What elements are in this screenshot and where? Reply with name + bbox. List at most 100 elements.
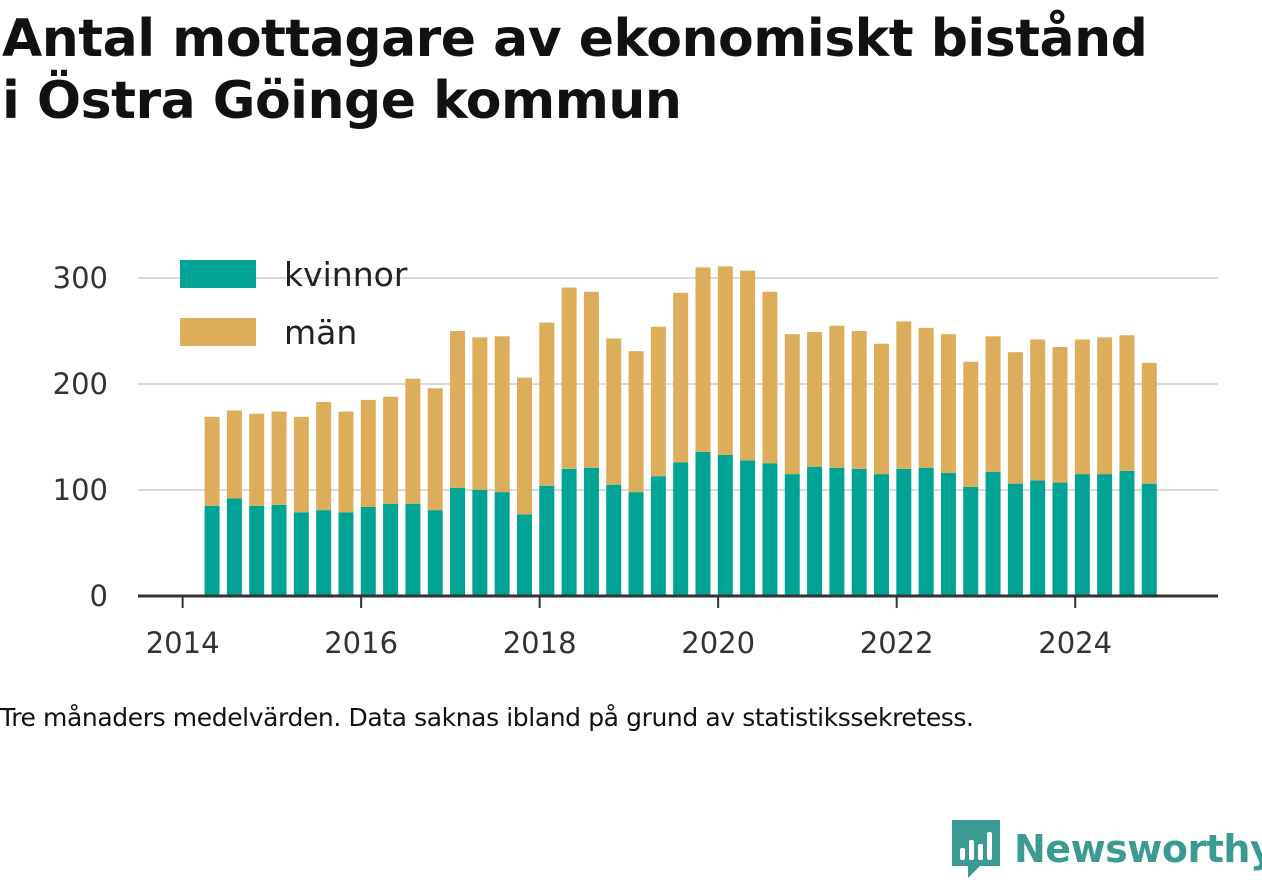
bar-kvinnor xyxy=(874,474,890,596)
bar-man xyxy=(963,361,979,487)
bar-kvinnor xyxy=(851,468,867,596)
bar-kvinnor xyxy=(985,471,1001,596)
bar-kvinnor xyxy=(673,462,689,596)
bar-kvinnor xyxy=(427,510,443,596)
bar-kvinnor xyxy=(1097,474,1113,596)
bar-man xyxy=(583,291,599,468)
bar-man xyxy=(539,322,555,486)
x-tick-label: 2020 xyxy=(681,626,755,660)
bar-man xyxy=(829,325,845,468)
bar-man xyxy=(338,411,354,513)
bar-man xyxy=(226,410,242,499)
bar-man xyxy=(896,321,912,469)
bar-kvinnor xyxy=(271,504,287,596)
bar-kvinnor xyxy=(918,467,934,596)
bar-kvinnor xyxy=(405,503,421,596)
bar-kvinnor xyxy=(583,467,599,596)
bar-kvinnor xyxy=(293,512,309,596)
bar-kvinnor xyxy=(1007,483,1023,596)
stacked-bar-chart: 0 100 200 300 2014 2016 2018 2020 2022 2024 kvinn… xyxy=(53,255,1218,660)
y-tick-label: 200 xyxy=(53,367,108,401)
x-tick-label: 2014 xyxy=(146,626,220,660)
bar-man xyxy=(918,327,934,468)
bar-kvinnor xyxy=(450,487,466,596)
bar-kvinnor xyxy=(940,473,956,596)
bar-man xyxy=(293,416,309,513)
bar-man xyxy=(360,399,376,507)
bar-kvinnor xyxy=(762,463,778,596)
bar-kvinnor xyxy=(650,476,666,596)
x-tick-label: 2016 xyxy=(324,626,398,660)
y-tick-label: 0 xyxy=(90,579,108,613)
bar-man xyxy=(1119,335,1135,471)
bar-kvinnor xyxy=(695,451,711,596)
bar-man xyxy=(204,416,220,506)
bar-man xyxy=(762,291,778,464)
bar-man xyxy=(249,413,265,506)
bar-man xyxy=(673,292,689,463)
chart-title-line-2: i Östra Göinge kommun xyxy=(2,71,682,131)
bar-kvinnor xyxy=(561,468,577,596)
bar-kvinnor xyxy=(338,512,354,596)
bar-man xyxy=(985,336,1001,472)
bar-kvinnor xyxy=(539,485,555,596)
chart-title-line-1: Antal mottagare av ekonomiskt bistånd xyxy=(2,9,1148,69)
bar-kvinnor xyxy=(204,505,220,596)
bar-kvinnor xyxy=(1119,470,1135,596)
legend-label-kvinnor: kvinnor xyxy=(284,255,408,294)
bar-man xyxy=(740,270,756,461)
bar-kvinnor xyxy=(1052,482,1068,596)
bar-man xyxy=(494,336,510,493)
bar-man xyxy=(717,266,733,456)
bar-man xyxy=(1074,339,1090,475)
bar-man xyxy=(472,337,488,490)
bar-man xyxy=(1141,362,1157,484)
bar-man xyxy=(606,338,622,485)
x-tick-label: 2018 xyxy=(503,626,577,660)
bar-kvinnor xyxy=(1074,474,1090,596)
legend-swatch-kvinnor xyxy=(180,260,256,288)
bar-man xyxy=(1007,352,1023,484)
brand-name: Newsworthy xyxy=(1014,827,1262,871)
bar-man xyxy=(405,378,421,504)
brand[interactable]: Newsworthy xyxy=(950,818,1262,880)
bar-kvinnor xyxy=(472,490,488,596)
bar-kvinnor xyxy=(784,474,800,596)
bar-kvinnor xyxy=(383,503,399,596)
chart-title: Antal mottagare av ekonomiskt bistånd i … xyxy=(2,8,1260,132)
bar-man xyxy=(628,351,644,493)
y-tick-label: 300 xyxy=(53,261,108,295)
bar-man xyxy=(695,267,711,452)
bar-kvinnor xyxy=(606,484,622,596)
bar-kvinnor xyxy=(963,486,979,596)
y-tick-label: 100 xyxy=(53,473,108,507)
bar-kvinnor xyxy=(807,466,823,596)
bar-kvinnor xyxy=(1030,480,1046,596)
bar-kvinnor xyxy=(360,506,376,596)
newsworthy-logo-icon xyxy=(952,820,1000,878)
bar-kvinnor xyxy=(740,460,756,596)
bar-kvinnor xyxy=(1141,483,1157,596)
legend-swatch-man xyxy=(180,318,256,346)
legend: kvinnor män xyxy=(180,255,408,352)
bar-kvinnor xyxy=(896,468,912,596)
bar-man xyxy=(450,331,466,488)
bar-man xyxy=(1052,346,1068,483)
bar-man xyxy=(316,402,332,511)
x-tick-label: 2024 xyxy=(1038,626,1112,660)
bar-man xyxy=(1030,339,1046,481)
bar-man xyxy=(427,388,443,511)
legend-label-man: män xyxy=(284,313,357,352)
bar-kvinnor xyxy=(316,510,332,596)
footnote: Tre månaders medelvärden. Data saknas ib… xyxy=(0,703,974,732)
bar-kvinnor xyxy=(628,492,644,596)
bar-kvinnor xyxy=(494,492,510,596)
x-tick-label: 2022 xyxy=(860,626,934,660)
bar-man xyxy=(807,332,823,467)
bar-man xyxy=(784,334,800,475)
bar-kvinnor xyxy=(717,455,733,596)
bar-man xyxy=(851,331,867,469)
bar-kvinnor xyxy=(516,514,532,596)
bar-man xyxy=(516,377,532,515)
bar-man xyxy=(561,287,577,469)
